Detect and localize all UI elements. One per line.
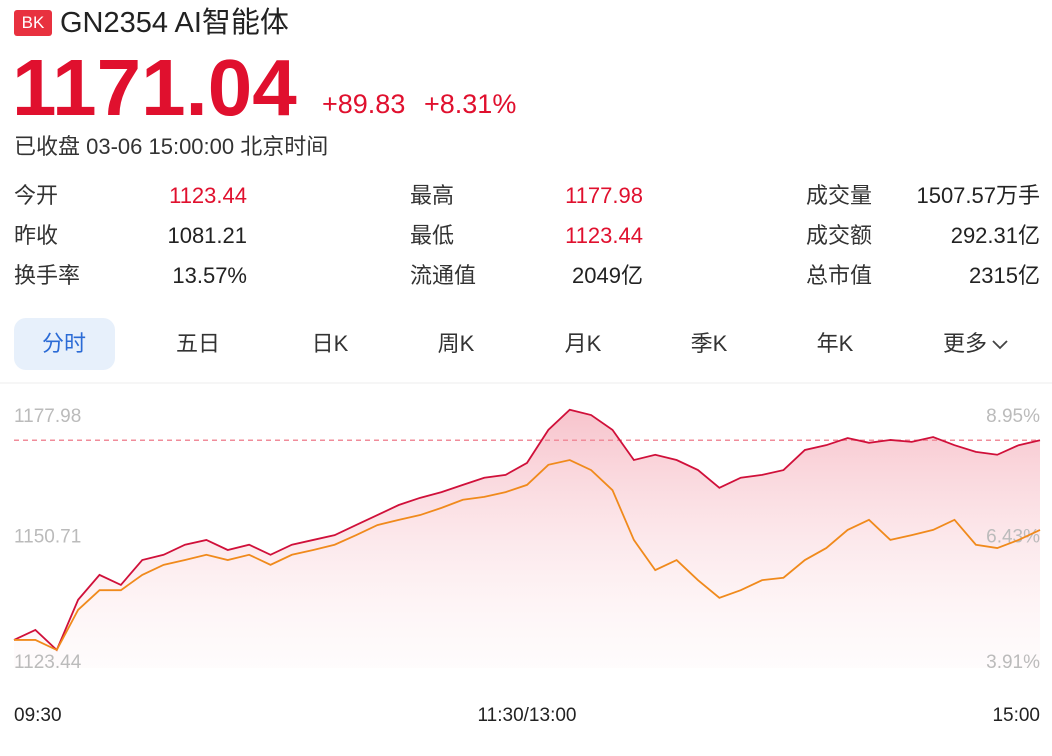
y2-tick-label: 3.91% [986, 652, 1040, 673]
status: 已收盘 03-06 15:00:00 北京时间 [14, 134, 329, 159]
tab[interactable]: 月K [564, 331, 602, 356]
stat-value: 292.31亿 [950, 223, 1040, 248]
stat-label: 换手率 [14, 263, 81, 288]
x-tick-label: 15:00 [992, 705, 1040, 726]
active-tab-bg [14, 318, 115, 370]
price: 1171.04 [12, 43, 297, 132]
stat-label: 最高 [410, 183, 455, 208]
stat-label: 成交量 [806, 183, 873, 208]
stat-value: 2315亿 [969, 263, 1040, 288]
stat-label: 总市值 [806, 263, 873, 288]
area-fill [14, 409, 1040, 668]
stat-value: 1123.44 [169, 183, 247, 208]
price-line [14, 459, 1041, 652]
stat-value: 1507.57万手 [916, 183, 1040, 208]
stat-label: 今开 [14, 183, 59, 208]
y2-tick-label: 6.43% [986, 527, 1040, 548]
tab[interactable]: 五日 [175, 331, 221, 356]
x-tick-label: 09:30 [14, 705, 62, 726]
y-tick-label: 1150.71 [14, 527, 81, 548]
tab[interactable]: 日K [311, 331, 349, 356]
tab[interactable]: 分时 [41, 331, 87, 356]
y-tick-label: 1177.98 [14, 406, 81, 427]
y-tick-label: 1123.44 [14, 652, 82, 673]
stat-value: 1123.44 [565, 223, 643, 248]
title: GN2354 AI智能体 [60, 7, 289, 39]
x-tick-label: 11:30/13:00 [478, 705, 577, 726]
stat-label: 最低 [410, 223, 455, 248]
change: +89.83 [322, 89, 406, 119]
stat-value: 2049亿 [572, 263, 643, 288]
tab[interactable]: 更多 [942, 331, 988, 356]
change-pct: +8.31% [424, 89, 517, 119]
stat-value: 1081.21 [167, 223, 247, 248]
stat-label: 流通值 [410, 263, 477, 288]
y2-tick-label: 8.95% [986, 406, 1040, 427]
tab[interactable]: 季K [690, 331, 728, 356]
chevron [992, 340, 1008, 350]
chart: 1177.98 1150.71 1123.44 8.95% 6.43% 3.91% 09:3… [0, 382, 1052, 726]
tab[interactable]: 周K [437, 331, 475, 356]
badge: BK [14, 10, 52, 36]
stat-value: 13.57% [172, 263, 247, 288]
stat-value: 1177.98 [565, 183, 643, 208]
price-line [13, 408, 1041, 652]
stat-label: 成交额 [806, 223, 873, 248]
tab[interactable]: 年K [816, 331, 854, 356]
stat-label: 昨收 [14, 223, 59, 248]
